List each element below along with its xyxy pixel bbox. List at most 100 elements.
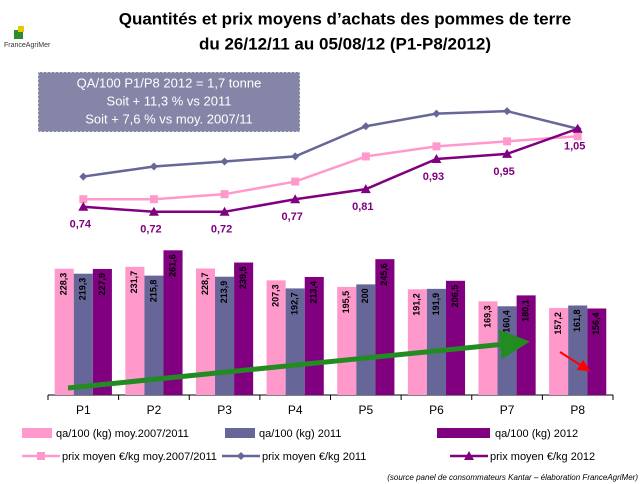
x-tick-label: P6 (429, 403, 444, 417)
legend-swatch (22, 428, 52, 438)
data-label: 219,3 (78, 278, 88, 301)
data-label: 169,3 (482, 305, 492, 328)
annotation: Soit + 7,6 % vs moy. 2007/11 (85, 111, 253, 126)
annotation: QA/100 P1/P8 2012 = 1,7 tonne (77, 75, 262, 90)
bar (356, 284, 376, 395)
marker (361, 152, 370, 161)
marker (148, 206, 159, 216)
bar (445, 280, 466, 395)
bar (337, 286, 357, 395)
data-label: 195,5 (341, 291, 351, 314)
data-label: 0,77 (281, 211, 302, 223)
marker (572, 123, 583, 133)
data-label: 161,8 (572, 310, 582, 333)
legend-label: qa/100 (kg) moy.2007/2011 (56, 428, 189, 440)
line (83, 127, 579, 214)
legend-swatch (225, 428, 255, 438)
marker (503, 137, 512, 146)
x-tick-label: P2 (147, 403, 162, 417)
legend-label: prix moyen €/kg 2011 (262, 451, 366, 463)
x-tick-label: P5 (358, 403, 373, 417)
marker (220, 157, 229, 166)
data-label: 206,5 (450, 285, 460, 308)
x-tick-label: P1 (76, 403, 91, 417)
chart-title: du 26/12/11 au 05/08/12 (P1-P8/2012) (199, 34, 491, 53)
data-label: 231,7 (129, 271, 139, 294)
line (83, 135, 578, 201)
data-label: 180,1 (521, 299, 531, 322)
logo-icon (18, 26, 24, 32)
logo-icon (14, 30, 23, 39)
data-label: 239,5 (238, 267, 248, 290)
marker (219, 206, 230, 216)
chart-title: Quantités et prix moyens d’achats des po… (119, 9, 572, 28)
source: (source panel de consommateurs Kantar – … (387, 473, 638, 482)
trend-arrow (559, 351, 591, 372)
data-label: 228,3 (59, 273, 69, 296)
data-label: 245,6 (379, 263, 389, 286)
marker (361, 122, 370, 131)
bar (195, 268, 216, 395)
data-label: 228,7 (200, 273, 210, 296)
data-label: 200 (360, 288, 370, 303)
legend-marker (464, 451, 474, 460)
trend-arrow (67, 329, 530, 391)
legend-label: qa/100 (kg) 2011 (259, 428, 341, 440)
data-label: 0,72 (140, 224, 161, 236)
data-label: 191,9 (431, 293, 441, 316)
annotation: Soit + 11,3 % vs 2011 (107, 93, 232, 108)
data-label: 207,3 (270, 284, 280, 307)
bar (54, 268, 74, 395)
legend-marker (37, 452, 45, 460)
marker (432, 109, 441, 118)
x-tick-label: P3 (217, 403, 232, 417)
marker (502, 148, 513, 158)
marker (149, 195, 158, 204)
legend-swatch (437, 428, 490, 438)
data-label: 213,9 (219, 281, 229, 304)
marker (360, 184, 371, 194)
bar (549, 308, 569, 395)
data-label: 213,4 (309, 281, 319, 304)
bar (587, 308, 607, 395)
data-label: 191,2 (412, 293, 422, 316)
marker (79, 195, 88, 204)
data-label: 0,93 (423, 171, 444, 183)
x-tick-label: P4 (288, 403, 303, 417)
legend-marker (237, 452, 245, 460)
legend-label: prix moyen €/kg moy.2007/2011 (62, 451, 217, 463)
bar (125, 266, 145, 395)
bar (407, 289, 427, 395)
data-label: 156,4 (591, 312, 601, 335)
marker (220, 190, 229, 199)
bar (234, 262, 254, 395)
data-label: 0,81 (352, 201, 373, 213)
marker (291, 177, 300, 186)
bar (163, 250, 183, 395)
bar (285, 288, 305, 395)
x-tick-label: P7 (500, 403, 515, 417)
bar (568, 305, 588, 395)
data-label: 261,6 (167, 254, 177, 277)
logo: FranceAgriMer (4, 26, 51, 49)
marker (149, 162, 158, 171)
data-label: 157,2 (553, 312, 563, 335)
data-label: 1,05 (564, 141, 585, 153)
marker (79, 172, 88, 181)
data-label: 0,95 (493, 166, 514, 178)
bar (215, 276, 235, 395)
marker (503, 107, 512, 116)
line (83, 109, 578, 178)
data-label: 160,4 (501, 310, 511, 333)
bar (73, 273, 93, 395)
data-label: 227,9 (97, 273, 107, 296)
marker (432, 142, 441, 151)
marker (431, 153, 442, 163)
data-label: 0,74 (70, 219, 92, 231)
marker (290, 194, 301, 204)
legend-label: prix moyen €/kg 2012 (490, 451, 595, 463)
logo-text: FranceAgriMer (4, 42, 51, 49)
data-label: 192,7 (290, 292, 300, 315)
x-tick-label: P8 (570, 403, 585, 417)
